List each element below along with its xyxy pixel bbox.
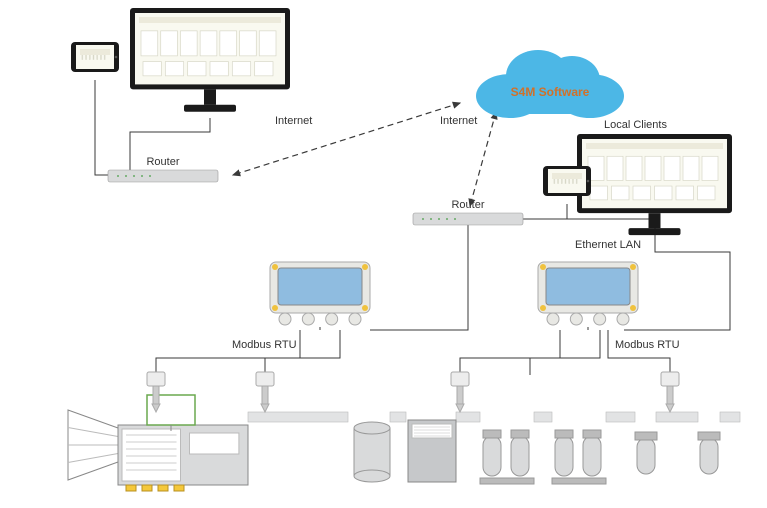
remote-router [108, 170, 218, 182]
ctrl-down3 [460, 330, 560, 380]
sensor-3 [661, 372, 679, 412]
diagram-stage: S4M Software Router Router Internet Internet… [0, 0, 767, 503]
pipe [656, 412, 698, 422]
pipe [606, 412, 635, 422]
remote-router-label: Router [146, 156, 179, 168]
internet-1: Internet [275, 115, 312, 127]
local-router-label: Router [451, 199, 484, 211]
cloud [476, 50, 624, 118]
internet-2: Internet [440, 115, 477, 127]
cooler [408, 420, 456, 482]
phone1-down [95, 80, 108, 175]
mon2-down [624, 241, 730, 330]
arrow-cloud-router1 [233, 103, 460, 175]
ctrl-down4 [608, 330, 670, 380]
ctrl-down2 [265, 330, 340, 378]
filter-1 [698, 432, 720, 474]
receiver-tank [354, 422, 390, 482]
remote-monitor [130, 8, 290, 112]
compressor [118, 425, 248, 491]
pipe [456, 412, 480, 422]
filter-0 [635, 432, 657, 474]
local-router [413, 213, 523, 225]
modbus-2: Modbus RTU [615, 339, 680, 351]
pipe [390, 412, 406, 422]
local-monitor [577, 134, 732, 235]
pipe [248, 412, 348, 422]
dryer-pair-1 [552, 430, 606, 484]
phone2-down [540, 204, 567, 219]
ethernet-lan: Ethernet LAN [575, 239, 641, 251]
ctrl-down5 [530, 330, 600, 375]
ctrl-down1 [156, 330, 300, 382]
modbus-1: Modbus RTU [232, 339, 297, 351]
pipe [534, 412, 552, 422]
pipe [720, 412, 740, 422]
router2-ctrl [370, 225, 468, 330]
dryer-pair-0 [480, 430, 534, 484]
cloud-label: S4M Software [511, 85, 590, 99]
remote-phone [71, 42, 119, 72]
local-clients: Local Clients [604, 119, 667, 131]
ctrl-left [270, 262, 370, 325]
sensor-2 [451, 372, 469, 412]
ctrl-right [538, 262, 638, 325]
sensor-1 [256, 372, 274, 412]
local-phone [543, 166, 591, 196]
